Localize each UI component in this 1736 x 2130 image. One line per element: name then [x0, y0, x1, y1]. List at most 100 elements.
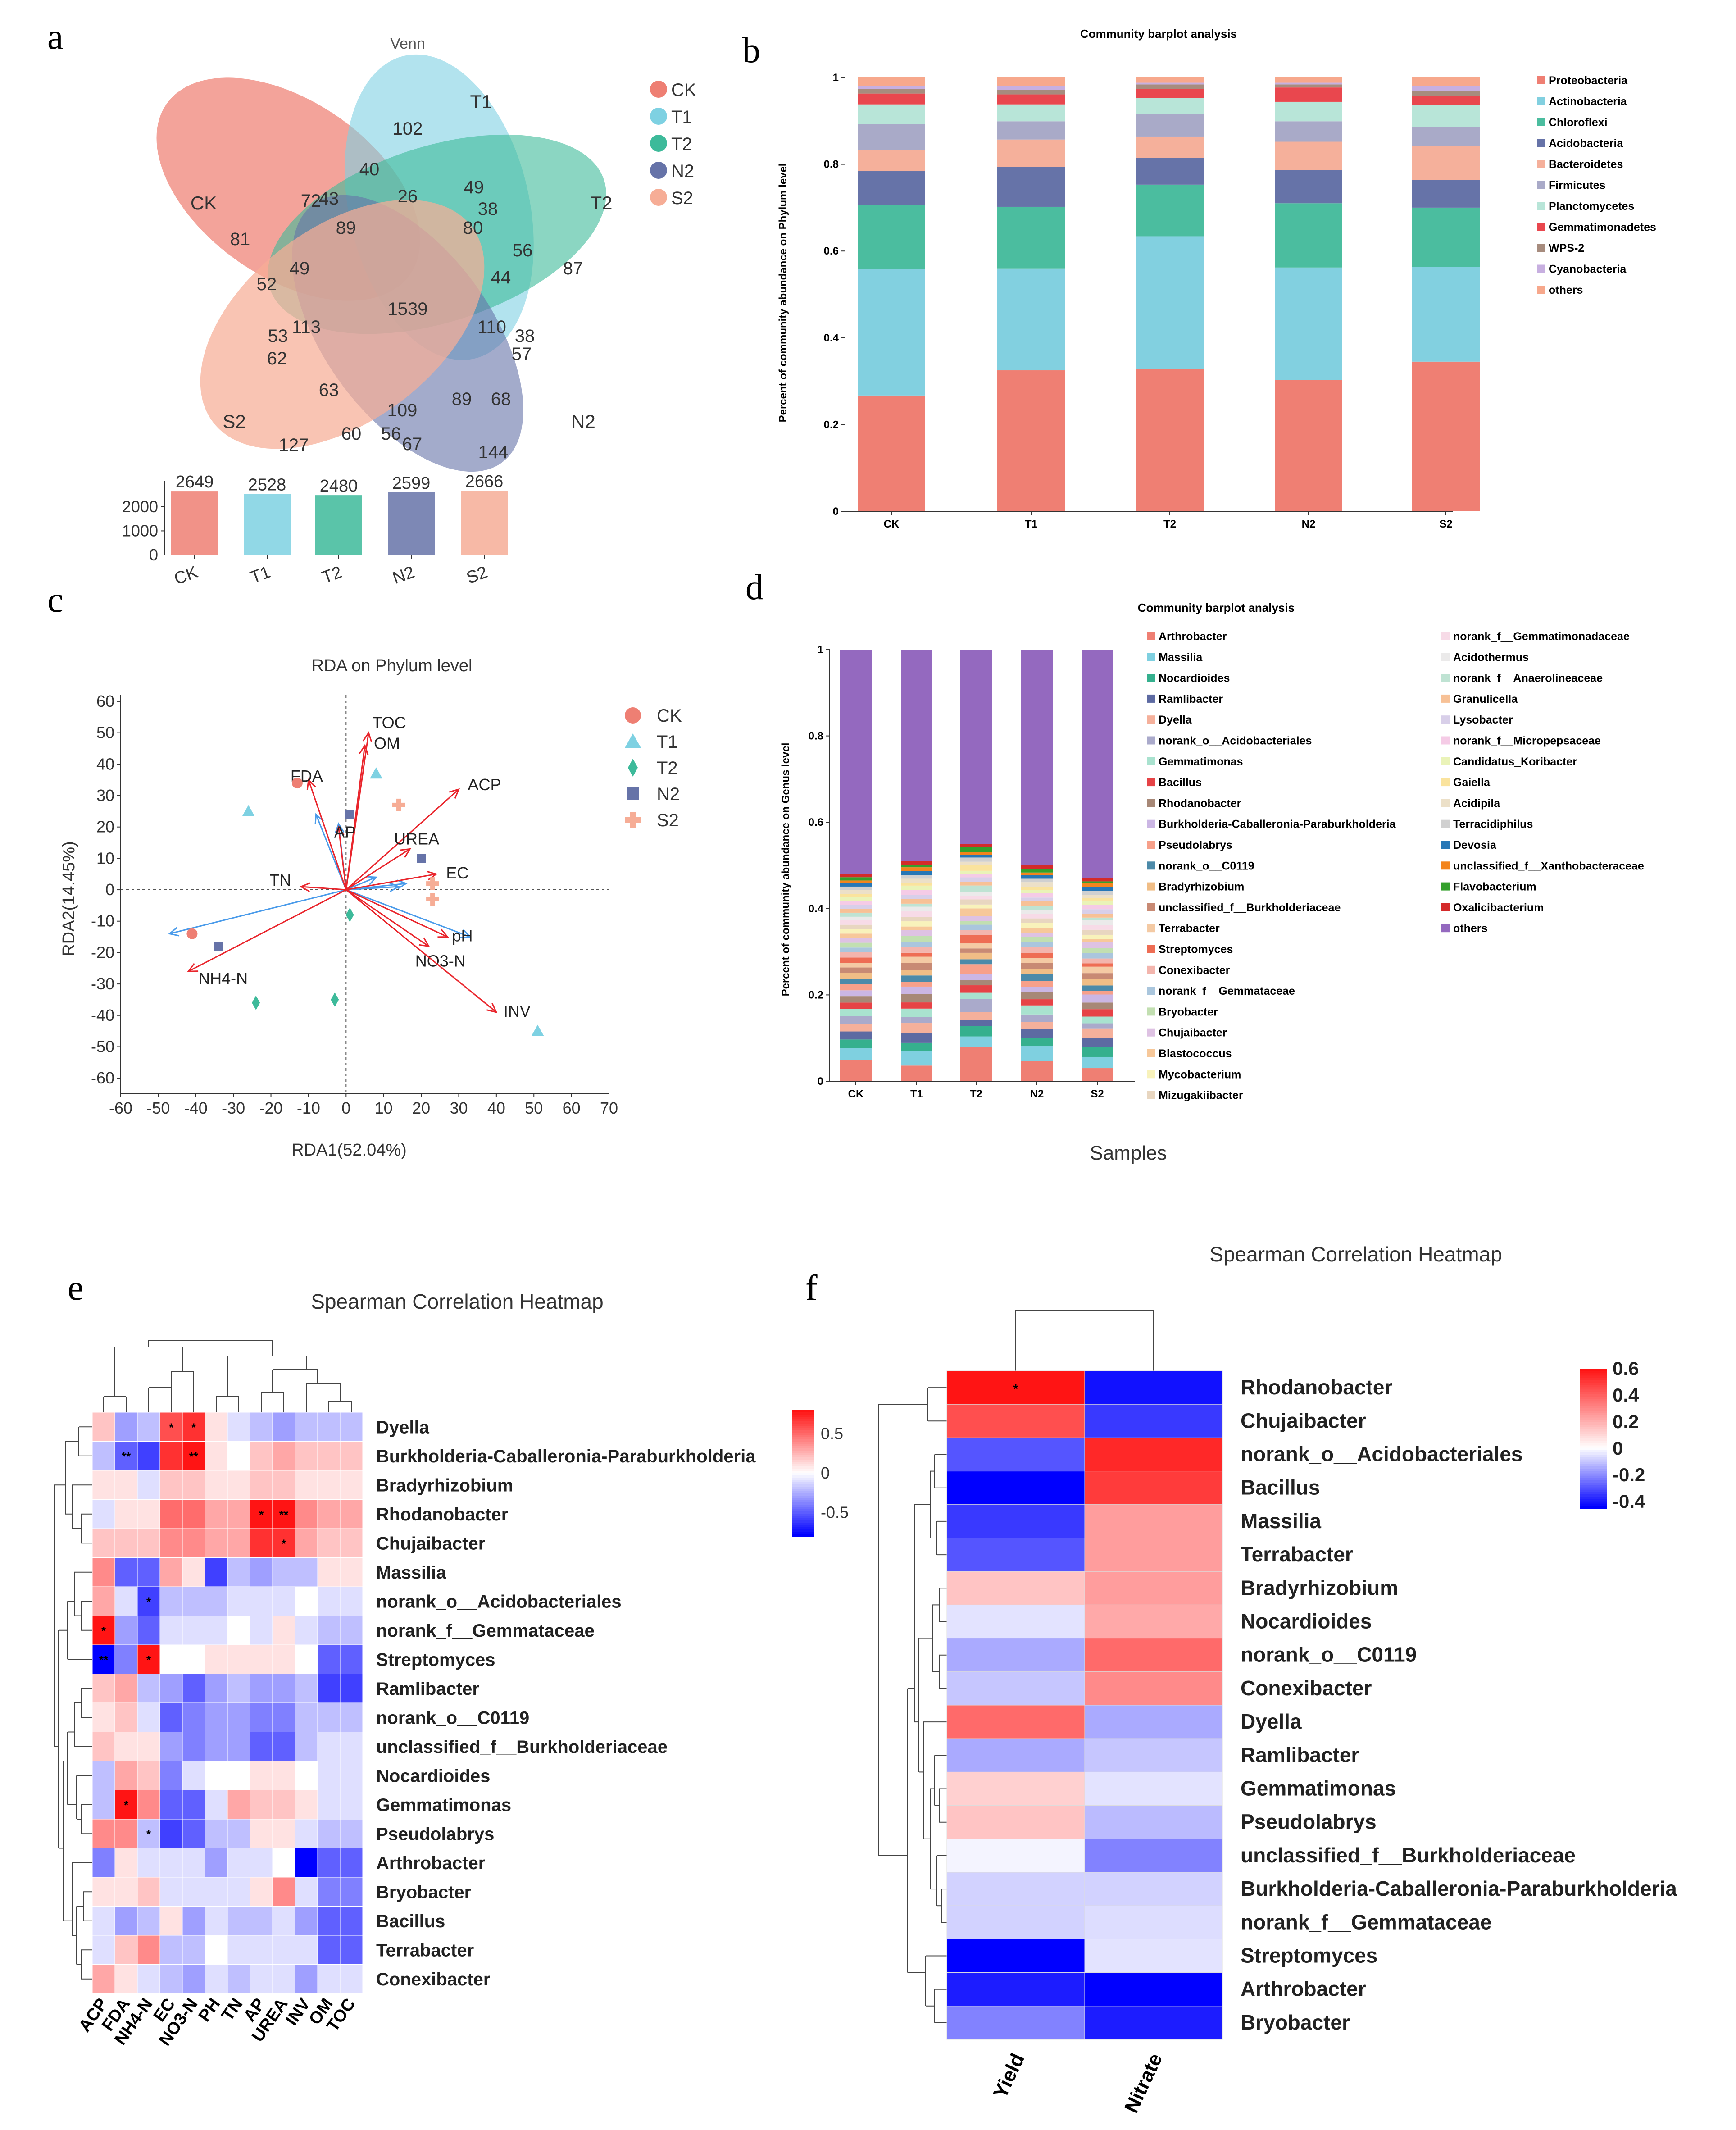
genus-legend-swatch: [1147, 736, 1155, 745]
heatmap-e-colorbar-step: [792, 1448, 814, 1451]
heatmap-e-cell: [317, 1441, 341, 1471]
genus-legend-swatch: [1147, 632, 1155, 640]
phylum-segment-others: [1136, 77, 1204, 83]
genus-legend-label: Burkholderia-Caballeronia-Paraburkholder…: [1159, 818, 1396, 831]
heatmap-e-cell: [250, 1557, 273, 1587]
totals-bar-t2: [315, 495, 362, 555]
phylum-segment-actinobacteria: [1412, 267, 1480, 362]
heatmap-f-cell: [946, 1671, 1085, 1706]
genus-y-tick-label: 0.2: [809, 989, 823, 1001]
heatmap-f-cell: [1084, 1805, 1223, 1839]
phylum-legend-swatch: [1537, 244, 1545, 252]
genus-segment-pseudolabrys: [1021, 981, 1053, 987]
heatmap-e-cell: [159, 1761, 183, 1790]
heatmap-e-colorbar-step: [792, 1421, 814, 1424]
venn-count: 102: [393, 119, 423, 139]
heatmap-f-colorbar-step: [1580, 1483, 1607, 1486]
heatmap-e-cell: [340, 1412, 363, 1442]
genus-segment-bryobacter: [1082, 948, 1113, 953]
heatmap-e-cell: [137, 1412, 160, 1442]
heatmap-e-cell: [227, 1557, 250, 1587]
heatmap-e-colorbar-step: [792, 1491, 814, 1494]
genus-legend-swatch: [1147, 778, 1155, 787]
heatmap-e-cell: [182, 1906, 205, 1936]
heatmap-e-colorbar-step: [792, 1523, 814, 1525]
heatmap-f-colorbar-step: [1580, 1392, 1607, 1395]
genus-segment-bacillus: [1082, 1009, 1113, 1017]
venn-count: 52: [257, 274, 277, 294]
genus-legend-label: Mizugakiibacter: [1159, 1089, 1243, 1102]
heatmap-e-cell: [250, 1906, 273, 1936]
genus-segment-massilia: [960, 1036, 992, 1047]
heatmap-e-row-label: Arthrobacter: [376, 1853, 485, 1873]
heatmap-e-colorbar-step: [792, 1412, 814, 1415]
genus-legend-swatch: [1441, 882, 1450, 891]
heatmap-e-cell: [92, 1499, 115, 1529]
heatmap-e-cell: [182, 1877, 205, 1907]
phylum-y-tick-label: 0.4: [824, 332, 839, 344]
rda-legend-swatch: [625, 812, 641, 828]
genus-segment-dyella: [1021, 1022, 1053, 1029]
genus-segment-norank-f-micropepsaceae: [1082, 905, 1113, 910]
heatmap-e-significance: **: [99, 1653, 109, 1666]
genus-segment-norank-f-gemmatimonadaceae: [1021, 914, 1053, 919]
heatmap-f-colorbar-step: [1580, 1387, 1607, 1390]
heatmap-f-colorbar-step: [1580, 1394, 1607, 1397]
heatmap-e-cell: [227, 1499, 250, 1529]
rda-x-tick-label: -60: [109, 1099, 132, 1117]
genus-segment-acidipila: [901, 878, 932, 883]
heatmap-e-row-label: Bacillus: [376, 1912, 445, 1931]
panel-label-d: d: [745, 568, 763, 607]
heatmap-f-colorbar-step: [1580, 1399, 1607, 1402]
heatmap-f-cell: [946, 2006, 1085, 2040]
genus-legend-swatch: [1441, 715, 1450, 724]
genus-segment-norank-o-acidobacteriales: [840, 1016, 872, 1024]
heatmap-f-colorbar-step: [1580, 1420, 1607, 1423]
genus-legend-swatch: [1147, 1007, 1155, 1016]
heatmap-e-cell: [317, 1412, 341, 1442]
heatmap-e-cell: [205, 1790, 228, 1820]
heatmap-e-significance: *: [146, 1653, 151, 1666]
heatmap-e-cell: [205, 1616, 228, 1645]
heatmap-f-cell: [946, 1538, 1085, 1572]
genus-legend-label: Acidipila: [1453, 797, 1500, 810]
heatmap-e-cell: [340, 1790, 363, 1820]
heatmap-f-cell: [946, 1604, 1085, 1639]
genus-legend-swatch: [1147, 799, 1155, 807]
phylum-segment-acidobacteria: [997, 167, 1065, 207]
heatmap-f-colorbar-step: [1580, 1455, 1607, 1458]
genus-segment-conexibacter: [840, 952, 872, 958]
genus-legend-label: Granulicella: [1453, 693, 1518, 705]
heatmap-f-colorbar-label: -0.2: [1613, 1464, 1645, 1485]
heatmap-f-colorbar-step: [1580, 1475, 1607, 1479]
heatmap-f-colorbar-step: [1580, 1492, 1607, 1495]
genus-segment-others: [1021, 650, 1053, 865]
genus-segment-devosia: [901, 871, 932, 875]
heatmap-e-row-label: Streptomyces: [376, 1650, 495, 1670]
genus-legend-swatch: [1147, 882, 1155, 891]
genus-segment-rhodanobacter: [901, 994, 932, 1003]
heatmap-f-cell: [946, 1437, 1085, 1472]
venn-count: 127: [279, 435, 309, 455]
genus-segment-candidatus-koribacter: [960, 870, 992, 874]
heatmap-e-cell: [227, 1586, 250, 1616]
heatmap-e-colorbar-step: [792, 1415, 814, 1417]
rda-point-n2: [417, 854, 426, 863]
genus-segment-burkholderia-caballeronia-paraburkholderia: [840, 990, 872, 997]
genus-axes: 0 0.2 0.4 0.6 0.8 1 CK T1 T2 N2 S2: [809, 644, 1135, 1100]
rda-y-tick-label: 10: [96, 849, 114, 867]
genus-legend-label: Conexibacter: [1159, 964, 1230, 977]
phylum-segment-firmicutes: [858, 124, 925, 150]
heatmap-f-colorbar-step: [1580, 1459, 1607, 1462]
rda-points: [186, 767, 544, 1036]
panel-label-b: b: [742, 31, 760, 70]
heatmap-e-cell: [159, 1964, 183, 1994]
genus-segment-arthrobacter: [1082, 1068, 1113, 1081]
genus-segment-flavobacterium: [840, 877, 872, 881]
heatmap-f-colorbar: 0.6 0.4 0.2 0 -0.2 -0.4: [1580, 1358, 1645, 1512]
heatmap-e-row-label: Ramlibacter: [376, 1679, 479, 1699]
genus-segment-mizugakiibacter: [1082, 929, 1113, 935]
heatmap-e-cell: [159, 1935, 183, 1965]
venn-count: 87: [563, 259, 583, 278]
